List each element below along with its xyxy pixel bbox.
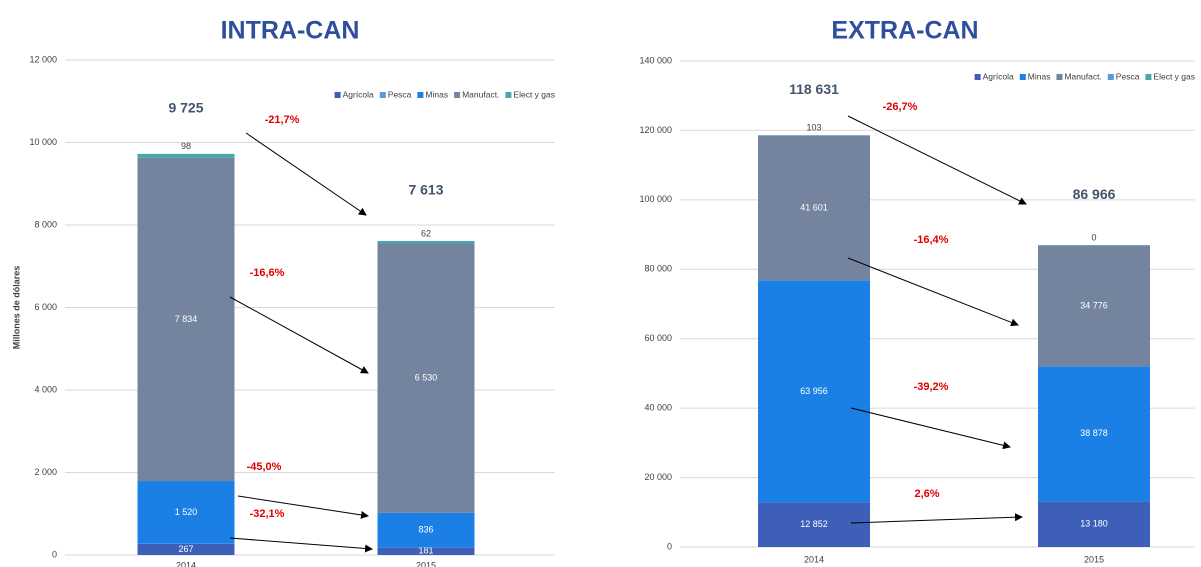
bar-segment xyxy=(377,243,475,513)
annotation: -26,7% xyxy=(883,101,918,113)
data-label: 103 xyxy=(806,123,821,133)
arrow xyxy=(847,257,1019,327)
y-tick-label: 60 000 xyxy=(644,333,672,343)
arrow xyxy=(850,407,1011,450)
legend-swatch xyxy=(1145,74,1152,80)
legend-label: Elect y gas xyxy=(1153,71,1195,81)
bar-segment xyxy=(1038,245,1150,367)
legend-swatch xyxy=(334,92,341,98)
legend-swatch xyxy=(379,92,386,98)
data-label: 34 776 xyxy=(1080,300,1108,310)
legend-label: Pesca xyxy=(1116,71,1140,81)
data-label: 836 xyxy=(418,525,433,535)
legend-label: Minas xyxy=(425,89,448,99)
bar-segment xyxy=(377,240,475,244)
bar-segment xyxy=(377,547,475,555)
legend-label: Manufact. xyxy=(462,89,499,99)
y-tick-label: 4 000 xyxy=(34,384,57,394)
legend-swatch xyxy=(505,92,512,98)
bar-segment xyxy=(758,280,870,503)
arrow xyxy=(229,537,373,553)
arrow xyxy=(237,495,369,519)
y-tick-label: 12 000 xyxy=(29,54,57,64)
y-tick-label: 80 000 xyxy=(644,264,672,274)
y-tick-label: 6 000 xyxy=(34,302,57,312)
y-tick-label: 8 000 xyxy=(34,219,57,229)
annotation: -16,6% xyxy=(250,267,285,279)
bar-segment xyxy=(758,135,870,281)
legend-label: Agrícola xyxy=(343,89,374,99)
annotation: -32,1% xyxy=(250,508,285,520)
arrow xyxy=(847,115,1027,205)
y-tick-label: 20 000 xyxy=(644,472,672,482)
legend-swatch xyxy=(1056,74,1063,80)
total-label: 9 725 xyxy=(168,100,203,116)
data-label: 63 956 xyxy=(800,386,828,396)
data-label: 267 xyxy=(178,544,193,554)
y-tick-label: 120 000 xyxy=(639,125,672,135)
y-axis-label: Millones de dólares xyxy=(11,266,21,350)
arrow xyxy=(850,513,1023,524)
x-tick-label: 2015 xyxy=(416,560,436,567)
legend-swatch xyxy=(417,92,424,98)
x-tick-label: 2015 xyxy=(1084,554,1104,564)
data-label: 7 834 xyxy=(175,314,198,324)
arrow xyxy=(229,296,369,374)
bar-segment xyxy=(137,481,235,544)
annotation: -39,2% xyxy=(914,381,949,393)
legend-label: Elect y gas xyxy=(513,89,555,99)
data-label: 6 530 xyxy=(415,373,438,383)
data-label: 62 xyxy=(421,228,431,238)
legend-swatch xyxy=(454,92,461,98)
bar-segment xyxy=(377,512,475,548)
data-label: 98 xyxy=(181,141,191,151)
annotation: -21,7% xyxy=(265,114,300,126)
bar-segment xyxy=(758,502,870,547)
y-tick-label: 140 000 xyxy=(639,55,672,65)
total-label: 118 631 xyxy=(789,81,839,97)
bar-segment xyxy=(137,543,235,555)
data-label: 38 878 xyxy=(1080,428,1108,438)
legend-swatch xyxy=(1019,74,1026,80)
bar-segment xyxy=(137,153,235,158)
y-tick-label: 2 000 xyxy=(34,467,57,477)
legend-swatch xyxy=(974,74,981,80)
y-tick-label: 10 000 xyxy=(29,137,57,147)
legend-label: Agrícola xyxy=(983,71,1014,81)
legend-label: Pesca xyxy=(388,89,412,99)
annotation: 2,6% xyxy=(914,488,939,500)
y-tick-label: 0 xyxy=(52,549,57,559)
chart-title: INTRA-CAN xyxy=(221,17,360,45)
x-tick-label: 2014 xyxy=(176,560,196,567)
data-label: 1 520 xyxy=(175,507,198,517)
data-label: 41 601 xyxy=(800,203,828,213)
arrow xyxy=(245,132,367,216)
annotation: -45,0% xyxy=(247,461,282,473)
annotation: -16,4% xyxy=(914,234,949,246)
x-tick-label: 2014 xyxy=(804,554,824,564)
data-label: 13 180 xyxy=(1080,518,1108,528)
y-tick-label: 40 000 xyxy=(644,403,672,413)
y-tick-label: 100 000 xyxy=(639,194,672,204)
total-label: 86 966 xyxy=(1073,186,1116,202)
legend-label: Manufact. xyxy=(1064,71,1101,81)
bar-segment xyxy=(1038,366,1150,502)
chart-title: EXTRA-CAN xyxy=(831,17,978,45)
bar-segment xyxy=(137,157,235,482)
total-label: 7 613 xyxy=(408,182,443,198)
data-label: 12 852 xyxy=(800,519,828,529)
y-tick-label: 0 xyxy=(667,541,672,551)
legend-label: Minas xyxy=(1028,71,1051,81)
data-label: 181 xyxy=(418,546,433,556)
data-label: 0 xyxy=(1091,232,1096,242)
bar-segment xyxy=(1038,501,1150,547)
legend-swatch xyxy=(1107,74,1114,80)
